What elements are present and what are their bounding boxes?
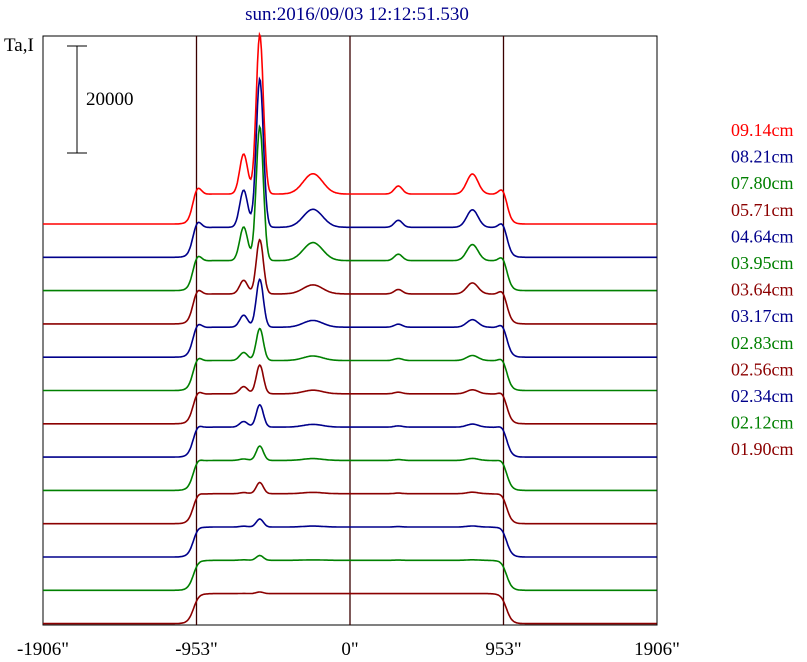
legend-entry: 09.14cm: [731, 120, 794, 140]
series-line-03.95cm: [43, 327, 657, 392]
y-axis-label: Ta,I: [4, 35, 34, 56]
legend: 09.14cm 08.21cm 07.80cm 05.71cm 04.64cm 03.95…: [731, 120, 794, 459]
x-tick-label: 953": [485, 639, 521, 660]
series-line-09.14cm: [43, 31, 657, 225]
x-tick-label: 0": [341, 639, 358, 660]
legend-entry: 05.71cm: [731, 200, 794, 220]
legend-entry: 03.95cm: [731, 253, 794, 273]
legend-entry: 01.90cm: [731, 439, 794, 459]
legend-entry: 02.12cm: [731, 413, 794, 433]
series-line-02.12cm: [43, 554, 657, 592]
scale-bar-label: 20000: [86, 89, 134, 110]
legend-entry: 02.83cm: [731, 333, 794, 353]
legend-entry: 03.64cm: [731, 280, 794, 300]
series-lines: [43, 31, 657, 625]
x-tick-label: -1906": [17, 639, 69, 660]
chart-title: sun:2016/09/03 12:12:51.530: [245, 4, 469, 25]
reference-lines: [195, 36, 505, 625]
x-tick-labels: -1906" -953" 0" 953" 1906": [17, 639, 680, 660]
series-line-01.90cm: [43, 591, 657, 625]
series-line-07.80cm: [43, 124, 657, 292]
legend-entry: 08.21cm: [731, 147, 794, 167]
series-line-02.56cm: [43, 481, 657, 525]
legend-entry: 07.80cm: [731, 173, 794, 193]
x-tick-label: 1906": [634, 639, 680, 660]
series-line-08.21cm: [43, 76, 657, 259]
legend-entry: 03.17cm: [731, 306, 794, 326]
series-line-02.34cm: [43, 518, 657, 558]
x-tick-label: -953": [175, 639, 218, 660]
series-line-03.17cm: [43, 403, 657, 458]
legend-entry: 02.34cm: [731, 386, 794, 406]
scale-bar: 20000: [67, 45, 134, 154]
legend-entry: 04.64cm: [731, 226, 794, 246]
series-line-02.83cm: [43, 445, 657, 492]
legend-entry: 02.56cm: [731, 359, 794, 379]
series-line-04.64cm: [43, 278, 657, 359]
series-line-05.71cm: [43, 238, 657, 325]
series-line-03.64cm: [43, 364, 657, 425]
